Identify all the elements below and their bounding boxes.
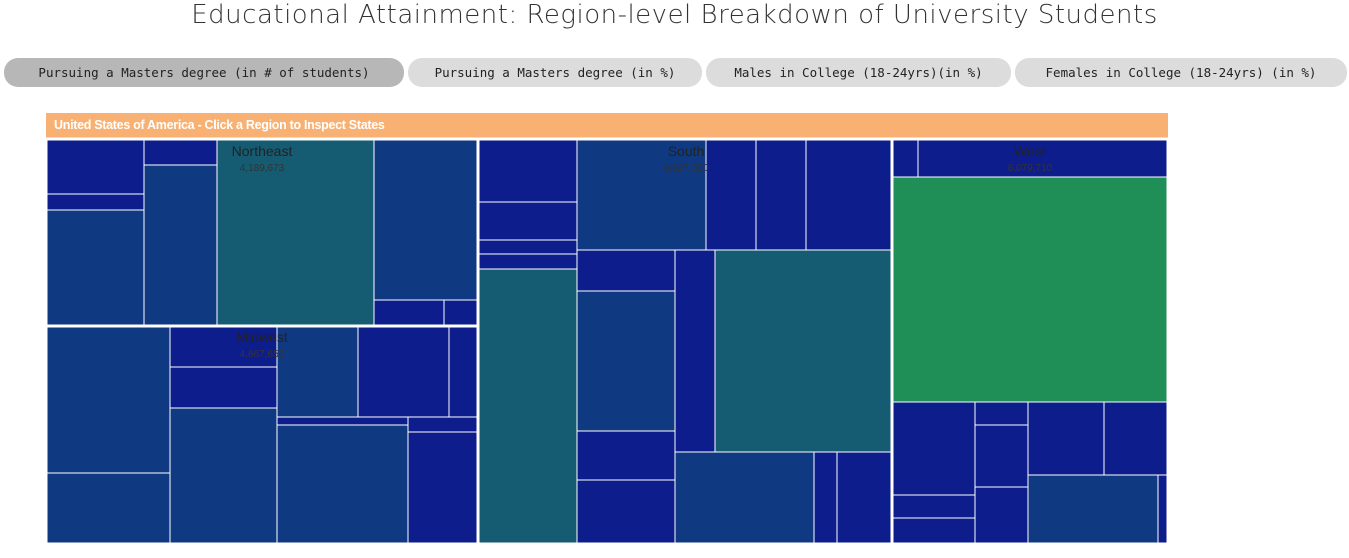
treemap-cell-northeast-1[interactable] xyxy=(45,138,145,195)
region-label-south: South xyxy=(668,143,705,159)
treemap-cell-midwest-3[interactable] xyxy=(169,325,278,368)
treemap-cell-west-6[interactable] xyxy=(891,517,976,545)
treemap-cell-west-9[interactable] xyxy=(974,486,1029,545)
region-label-west: West xyxy=(1014,143,1046,159)
treemap-cell-west-12[interactable] xyxy=(1027,474,1159,545)
treemap-cell-south-13[interactable] xyxy=(576,479,676,545)
treemap-cell-south-4[interactable] xyxy=(477,253,578,270)
treemap-cell-south-16[interactable] xyxy=(674,451,815,545)
treemap-cell-northeast-8[interactable] xyxy=(373,299,445,327)
treemap-cell-south-10[interactable] xyxy=(576,249,676,292)
region-value-midwest: 4,667,652 xyxy=(240,349,285,360)
treemap-cell-midwest-7[interactable] xyxy=(357,325,450,418)
treemap-cell-south-14[interactable] xyxy=(674,249,716,453)
treemap-cell-south-5[interactable] xyxy=(477,268,578,545)
treemap-cell-midwest-8[interactable] xyxy=(448,325,479,418)
region-value-west: 6,079,710 xyxy=(1008,163,1053,174)
page-title: Educational Attainment: Region-level Bre… xyxy=(191,0,1158,30)
treemap-cell-midwest-10[interactable] xyxy=(276,424,409,545)
treemap-cell-south-2[interactable] xyxy=(477,201,578,241)
treemap-cell-midwest-12[interactable] xyxy=(407,431,479,545)
region-value-northeast: 4,189,673 xyxy=(240,163,285,174)
treemap-cell-midwest-6[interactable] xyxy=(276,325,359,418)
treemap-cell-west-4[interactable] xyxy=(891,401,976,496)
treemap-cell-midwest-2[interactable] xyxy=(45,472,171,545)
treemap-cell-south-3[interactable] xyxy=(477,239,578,255)
region-label-northeast: Northeast xyxy=(232,143,293,159)
tab-masters-percent[interactable]: Pursuing a Masters degree (in %) xyxy=(408,58,702,87)
treemap-cell-west-7[interactable] xyxy=(974,401,1029,426)
region-frame-west[interactable] xyxy=(890,137,1170,546)
treemap-cell-south-11[interactable] xyxy=(576,290,676,432)
treemap-cell-northeast-3[interactable] xyxy=(45,209,145,327)
region-value-south: 8,627,390 xyxy=(664,163,709,174)
treemap-cell-midwest-4[interactable] xyxy=(169,366,278,409)
treemap-cell-west-10[interactable] xyxy=(1027,401,1105,476)
treemap-cell-south-15[interactable] xyxy=(714,249,893,453)
treemap-cell-northeast-2[interactable] xyxy=(45,193,145,211)
treemap-cell-west-11[interactable] xyxy=(1103,401,1169,476)
tab-males-college[interactable]: Males in College (18-24yrs)(in %) xyxy=(706,58,1011,87)
tab-masters-count[interactable]: Pursuing a Masters degree (in # of stude… xyxy=(4,58,404,87)
treemap-cell-midwest-5[interactable] xyxy=(169,407,278,545)
treemap-cell-west-1[interactable] xyxy=(891,138,919,178)
tab-females-college[interactable]: Females in College (18-24yrs) (in %) xyxy=(1015,58,1347,87)
treemap-cell-midwest-11[interactable] xyxy=(407,416,479,433)
treemap-cell-northeast-9[interactable] xyxy=(443,299,479,327)
treemap-cell-south-12[interactable] xyxy=(576,430,676,481)
treemap-header[interactable]: United States of America - Click a Regio… xyxy=(46,113,1168,138)
treemap-cell-west-8[interactable] xyxy=(974,424,1029,488)
treemap-cell-midwest-1[interactable] xyxy=(45,325,171,474)
treemap-cell-northeast-5[interactable] xyxy=(143,164,218,327)
treemap-cell-northeast-4[interactable] xyxy=(143,138,218,166)
treemap-cell-west-2[interactable] xyxy=(917,138,1169,178)
treemap-cell-west-5[interactable] xyxy=(891,494,976,519)
treemap-cell-south-18[interactable] xyxy=(836,451,893,545)
treemap-cell-south-17[interactable] xyxy=(813,451,838,545)
treemap-cell-midwest-9[interactable] xyxy=(276,416,409,426)
treemap-cell-south-7[interactable] xyxy=(705,138,757,251)
region-label-midwest: Midwest xyxy=(236,329,287,345)
treemap-cell-south-8[interactable] xyxy=(755,138,807,251)
treemap-cell-south-1[interactable] xyxy=(477,138,578,203)
treemap-cell-south-9[interactable] xyxy=(805,138,893,251)
treemap-cell-west-3[interactable] xyxy=(891,176,1169,403)
treemap-cell-northeast-7[interactable] xyxy=(373,138,479,301)
